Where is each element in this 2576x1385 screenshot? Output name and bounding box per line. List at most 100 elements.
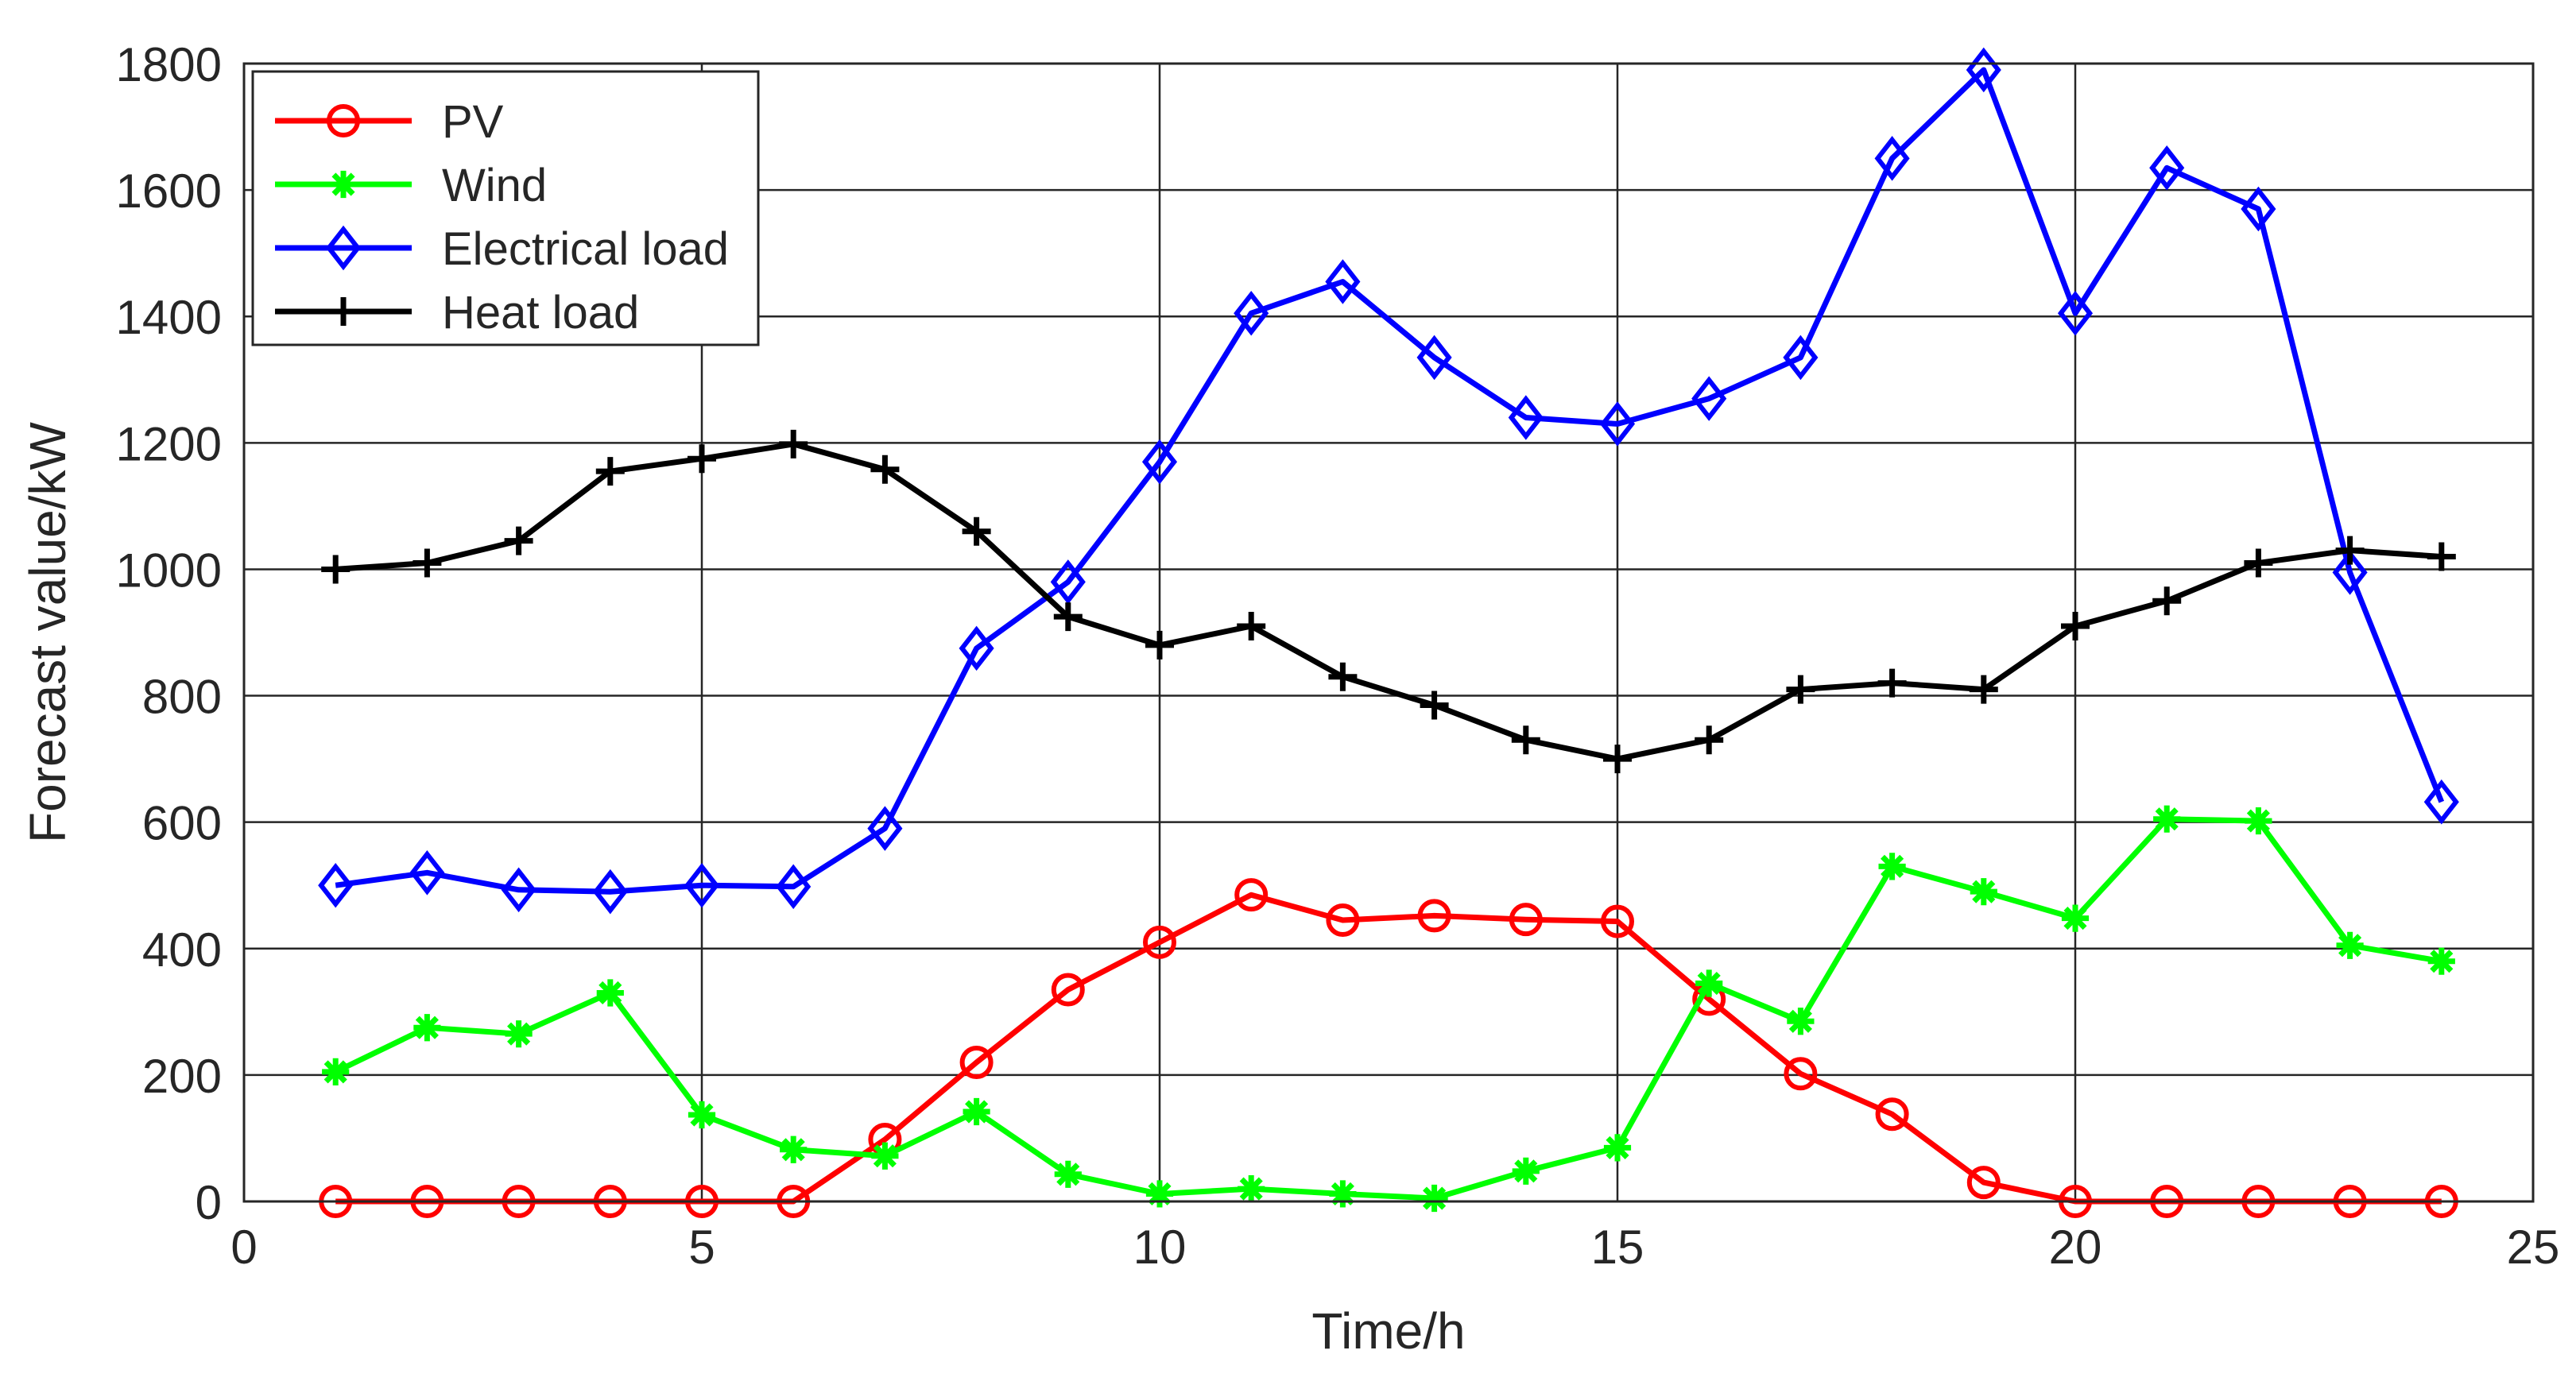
data-point-wind	[505, 1020, 533, 1048]
data-point-heat-load	[321, 555, 351, 584]
data-point-wind	[871, 1142, 899, 1170]
data-point-electrical-load	[2423, 779, 2459, 825]
data-point-heat-load	[962, 516, 991, 546]
x-tick-label: 25	[2507, 1221, 2560, 1274]
plot-border	[242, 62, 2535, 1203]
data-point-heat-load	[1603, 745, 1632, 774]
data-point-heat-load	[1145, 630, 1174, 660]
legend-item-electrical-load: Electrical load	[275, 223, 729, 275]
data-point-electrical-load	[2149, 145, 2185, 191]
data-point-heat-load	[2152, 586, 2182, 616]
legend-marker-pv	[327, 104, 360, 137]
data-point-pv	[1509, 903, 1543, 937]
data-point-wind	[1603, 1134, 1632, 1162]
data-point-electrical-load	[2057, 290, 2094, 336]
series-heat-load	[321, 429, 2456, 774]
data-point-pv	[1326, 903, 1360, 937]
data-point-pv	[1875, 1097, 1909, 1132]
legend-marker-heat-load	[329, 297, 358, 326]
data-point-heat-load	[1877, 668, 1907, 698]
data-point-electrical-load	[1325, 259, 1361, 304]
data-point-electrical-load	[684, 862, 720, 908]
y-tick-label: 1800	[116, 38, 222, 91]
legend-marker-electrical-load	[325, 225, 362, 271]
data-point-heat-load	[413, 548, 442, 578]
series-line-wind	[334, 816, 2442, 1201]
data-point-electrical-load	[1050, 559, 1086, 605]
data-point-heat-load	[1328, 662, 1358, 691]
data-point-electrical-load	[867, 806, 903, 851]
y-tick-label: 1400	[116, 291, 222, 344]
axis-ticks: 0 200 400 600 800 1000 1200 1400 1600 1800 0 5 10 15 2…	[116, 38, 2560, 1274]
legend-item-pv: PV	[275, 96, 504, 148]
legend: PV Wind Electrical load Heat load	[251, 70, 760, 346]
data-point-heat-load	[688, 444, 716, 474]
data-point-wind	[1329, 1180, 1357, 1208]
data-point-pv	[1051, 973, 1085, 1007]
y-tick-label: 400	[142, 923, 222, 977]
data-point-wind	[688, 1101, 716, 1129]
data-point-wind	[1787, 1008, 1815, 1035]
data-point-heat-load	[1511, 725, 1540, 755]
data-point-electrical-load	[1234, 290, 1269, 336]
data-point-wind	[2427, 947, 2455, 975]
x-tick-label: 0	[230, 1221, 257, 1274]
data-point-heat-load	[1969, 675, 1998, 704]
data-point-heat-load	[2244, 548, 2273, 578]
y-tick-label: 800	[142, 671, 222, 724]
legend-item-wind: Wind	[275, 160, 547, 211]
data-point-wind	[2336, 931, 2364, 959]
legend-marker-wind	[329, 170, 358, 199]
data-point-heat-load	[2335, 536, 2365, 565]
data-point-wind	[1695, 969, 1723, 997]
data-point-pv	[1234, 878, 1269, 912]
data-point-pv	[1966, 1166, 2001, 1200]
legend-box	[251, 70, 760, 346]
data-point-pv	[1417, 899, 1451, 933]
data-point-electrical-load	[776, 864, 812, 910]
data-point-heat-load	[870, 455, 900, 484]
data-point-heat-load	[1695, 725, 1724, 755]
data-point-wind	[1878, 853, 1906, 880]
data-point-heat-load	[595, 457, 625, 486]
data-point-electrical-load	[501, 867, 537, 913]
data-point-electrical-load	[2332, 550, 2368, 595]
data-point-electrical-load	[1874, 136, 1910, 181]
data-point-heat-load	[779, 429, 808, 458]
x-tick-label: 5	[688, 1221, 715, 1274]
series-electrical-load	[318, 47, 2459, 915]
data-point-wind	[2153, 805, 2181, 833]
data-point-heat-load	[2427, 542, 2456, 571]
data-point-heat-load	[2061, 612, 2090, 641]
data-point-electrical-load	[318, 862, 354, 908]
data-point-wind	[1054, 1160, 1082, 1188]
data-point-electrical-load	[959, 625, 994, 671]
data-point-pv	[1784, 1057, 1818, 1091]
y-tick-label: 1200	[116, 417, 222, 470]
data-point-electrical-load	[1599, 401, 1636, 447]
data-point-wind	[1145, 1180, 1174, 1208]
y-tick-label: 1000	[116, 544, 222, 597]
data-point-electrical-load	[2241, 186, 2276, 232]
x-tick-label: 20	[2049, 1221, 2102, 1274]
legend-label: Electrical load	[442, 223, 729, 275]
x-axis-label: Time/h	[1311, 1302, 1465, 1360]
data-point-heat-load	[1420, 691, 1449, 720]
data-point-heat-load	[1053, 602, 1083, 632]
data-point-electrical-load	[1508, 395, 1544, 440]
data-point-heat-load	[1237, 612, 1266, 641]
data-point-electrical-load	[1691, 376, 1727, 421]
data-point-wind	[2061, 904, 2090, 932]
data-point-pv	[1143, 925, 1176, 959]
data-point-wind	[322, 1058, 350, 1086]
data-point-heat-load	[504, 526, 533, 555]
data-point-electrical-load	[1141, 439, 1178, 485]
series-wind	[322, 805, 2455, 1213]
y-tick-label: 600	[142, 797, 222, 850]
data-point-wind	[2245, 807, 2272, 835]
data-point-pv	[959, 1045, 994, 1079]
data-point-wind	[1512, 1157, 1540, 1185]
data-point-pv	[1601, 904, 1634, 938]
